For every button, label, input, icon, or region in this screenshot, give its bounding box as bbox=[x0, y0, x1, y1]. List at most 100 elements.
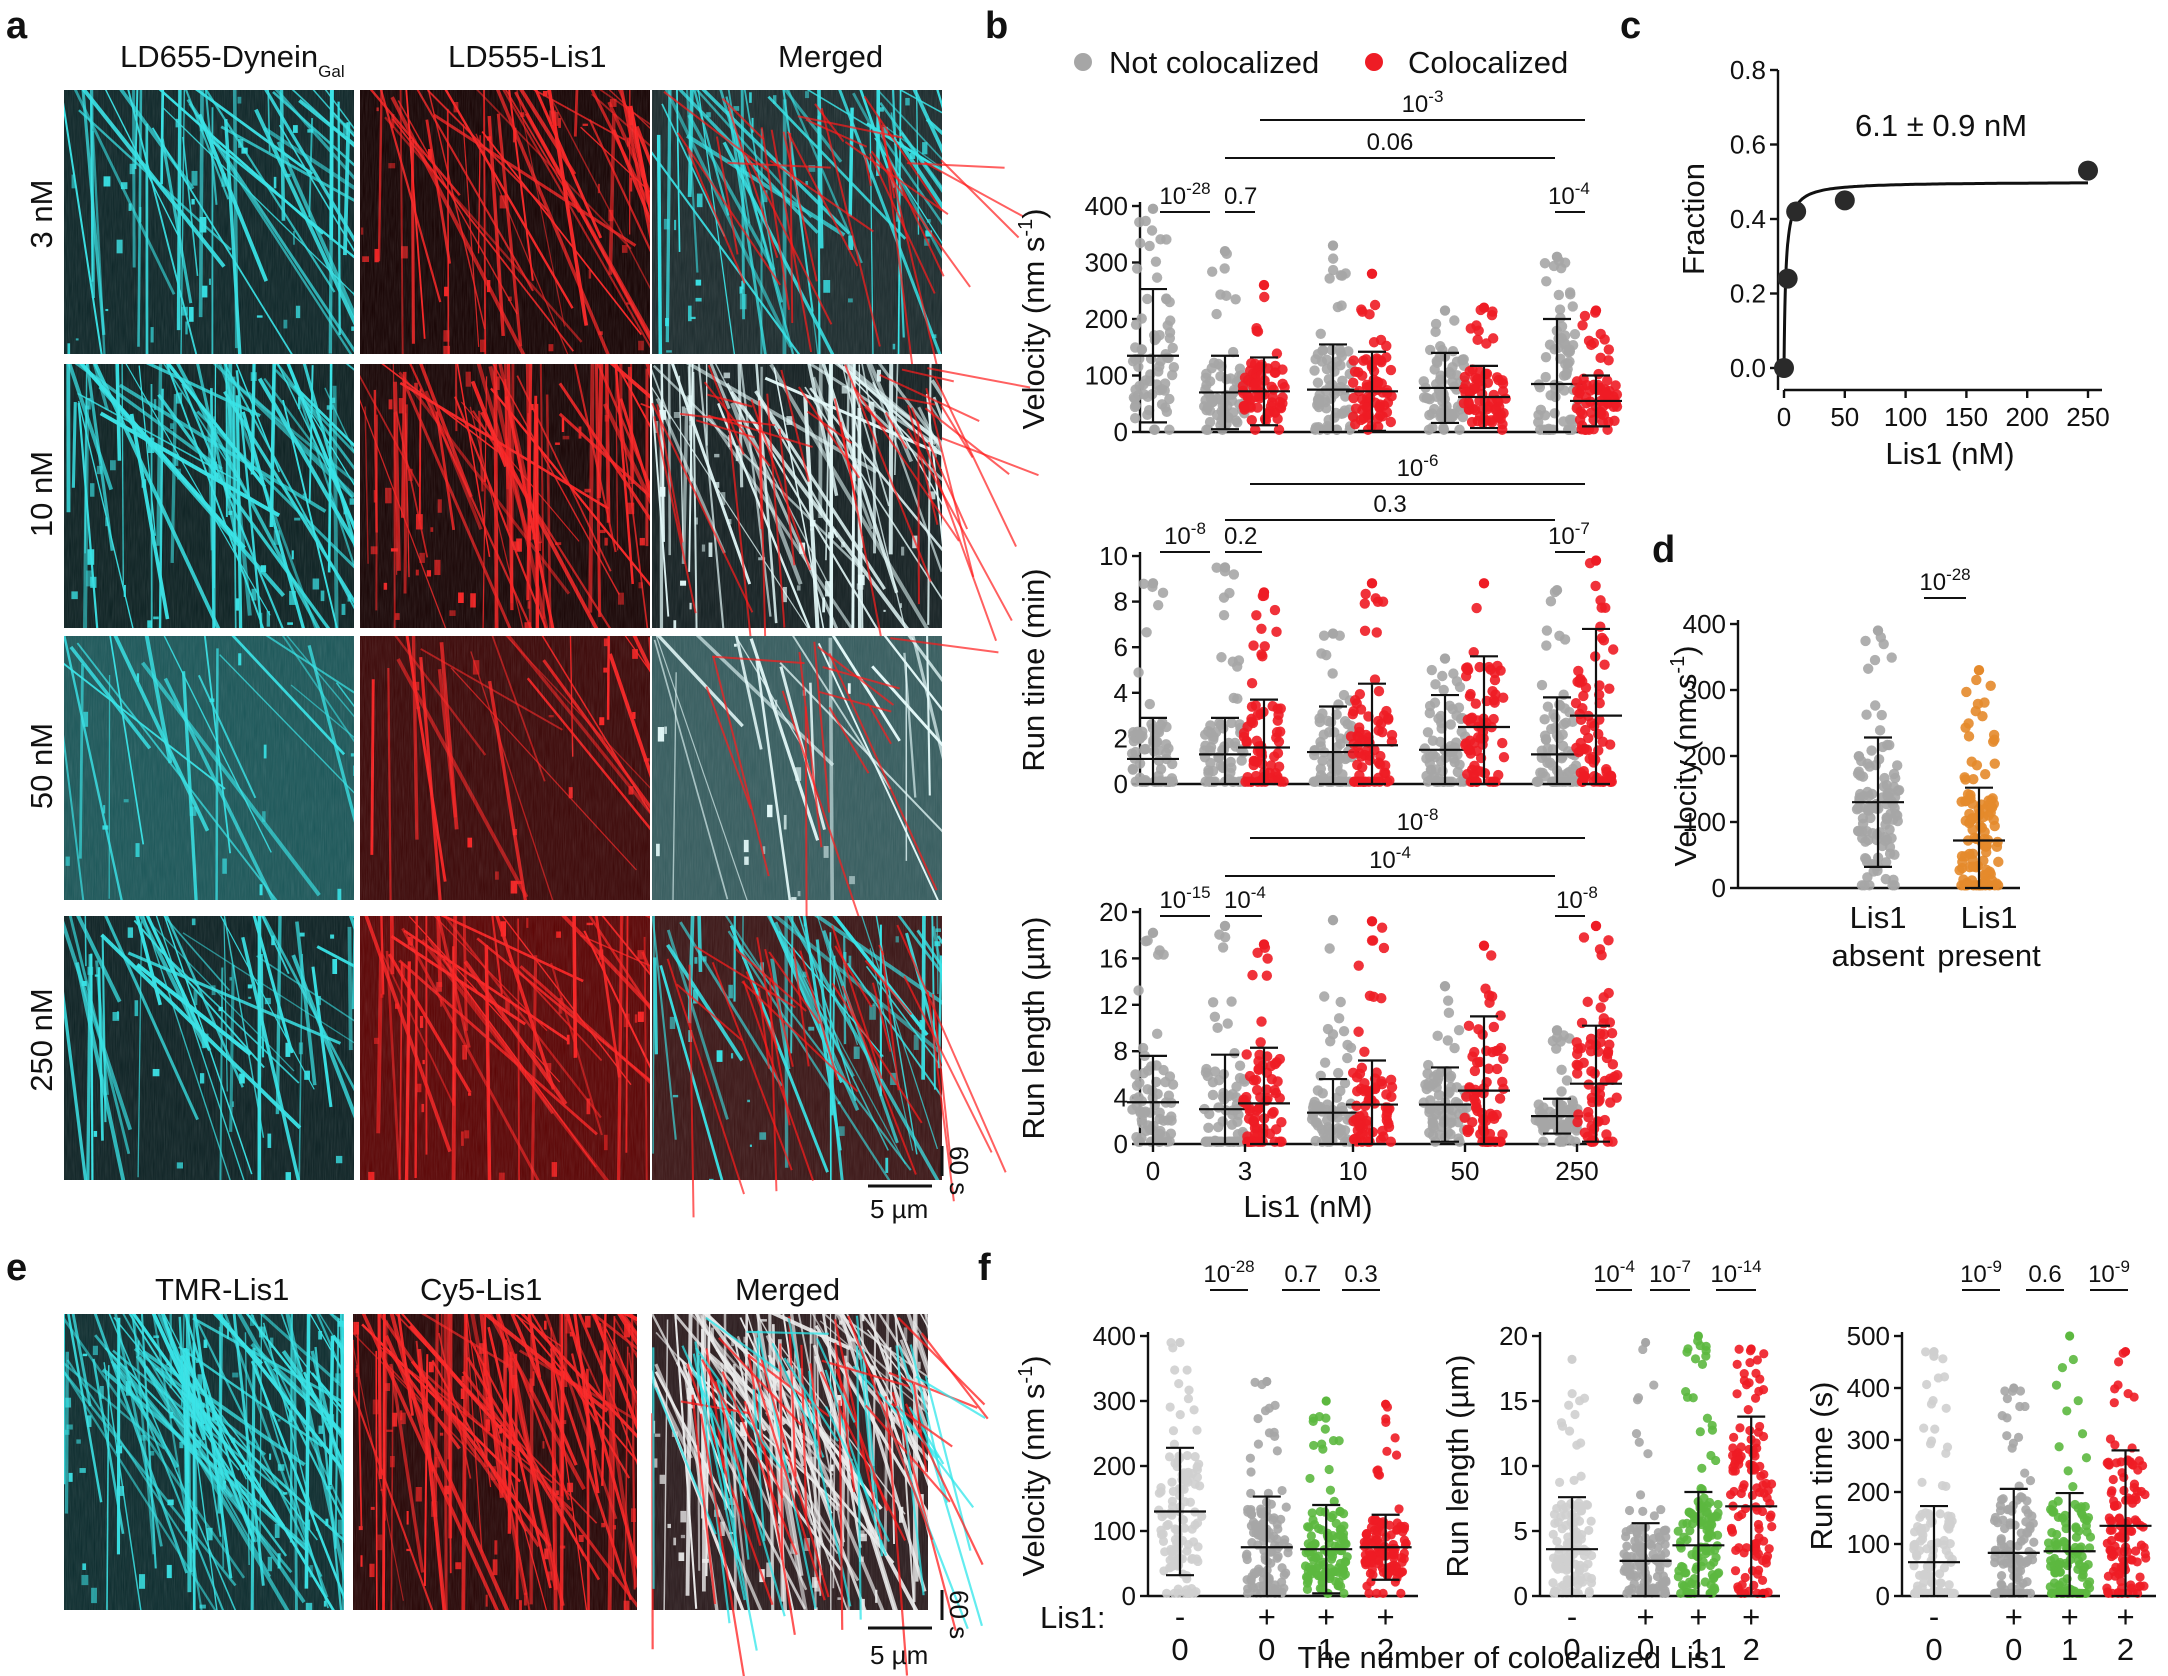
data-point bbox=[1989, 734, 2000, 745]
data-point bbox=[1538, 1102, 1549, 1113]
data-point bbox=[2105, 1525, 2115, 1536]
data-point bbox=[1463, 1020, 1475, 1032]
data-point bbox=[1137, 1042, 1149, 1054]
data-point bbox=[1385, 416, 1397, 428]
data-point bbox=[1959, 796, 1971, 807]
y-tick-label: 5 bbox=[1514, 1516, 1528, 1546]
data-point bbox=[1201, 1063, 1212, 1075]
data-point bbox=[1469, 1065, 1481, 1077]
data-point bbox=[1324, 943, 1335, 954]
data-point bbox=[1246, 1521, 1257, 1531]
data-point bbox=[1130, 342, 1141, 353]
data-point bbox=[1264, 767, 1275, 779]
kymograph-r3-c3 bbox=[652, 636, 999, 957]
data-point-max bbox=[1590, 305, 1602, 316]
data-point bbox=[1601, 1052, 1613, 1064]
data-point bbox=[1369, 674, 1381, 685]
data-point bbox=[1696, 1483, 1706, 1494]
p-value-label: 10-7 bbox=[1649, 1257, 1691, 1288]
panel-label-e: e bbox=[6, 1247, 27, 1289]
data-point bbox=[1368, 991, 1379, 1002]
data-point bbox=[1252, 947, 1263, 959]
data-point bbox=[1433, 1089, 1445, 1101]
data-point bbox=[1558, 416, 1569, 427]
data-point bbox=[1611, 401, 1623, 412]
data-point bbox=[1630, 1542, 1640, 1553]
data-point bbox=[1635, 1490, 1646, 1500]
data-point bbox=[1880, 873, 1892, 885]
data-point bbox=[1726, 1523, 1737, 1533]
data-point bbox=[1872, 865, 1883, 876]
data-point bbox=[1468, 647, 1479, 658]
data-point bbox=[1259, 641, 1270, 652]
data-point-max bbox=[1147, 203, 1159, 215]
data-point bbox=[1136, 313, 1147, 324]
data-point bbox=[1539, 714, 1550, 725]
data-point bbox=[1636, 1525, 1646, 1535]
lis1-count: 2 bbox=[2117, 1632, 2134, 1667]
data-point bbox=[1347, 377, 1359, 389]
data-point bbox=[1861, 709, 1872, 720]
data-point bbox=[1151, 1028, 1163, 1040]
y-tick-label: 10 bbox=[1499, 1451, 1528, 1481]
data-point bbox=[1280, 1535, 1290, 1545]
data-point bbox=[1373, 715, 1384, 727]
data-point bbox=[1586, 339, 1597, 351]
x-tick-label: 50 bbox=[1830, 402, 1859, 432]
data-point bbox=[1348, 355, 1359, 366]
data-point bbox=[1139, 744, 1150, 755]
data-point bbox=[1270, 1431, 1280, 1441]
x-tick-label: 10 bbox=[1339, 1156, 1368, 1186]
data-point bbox=[1386, 1091, 1397, 1102]
data-point bbox=[1892, 760, 1903, 771]
data-point bbox=[1129, 413, 1141, 424]
data-point bbox=[1577, 703, 1588, 714]
data-point bbox=[1624, 1505, 1635, 1516]
y-tick-label: 300 bbox=[1683, 675, 1726, 705]
data-point bbox=[1328, 1510, 1338, 1520]
y-tick-label: 300 bbox=[1847, 1425, 1890, 1455]
data-point bbox=[1272, 715, 1283, 726]
data-point bbox=[2025, 1588, 2036, 1598]
data-point bbox=[1224, 587, 1235, 599]
data-point bbox=[1589, 1068, 1600, 1079]
data-point bbox=[1140, 935, 1152, 947]
data-point bbox=[1226, 996, 1237, 1007]
data-point bbox=[1427, 735, 1439, 746]
y-tick-label: 200 bbox=[1085, 304, 1128, 334]
f-row-label: Lis1: bbox=[1040, 1600, 1105, 1635]
data-point bbox=[1638, 1506, 1648, 1516]
data-point bbox=[1253, 1103, 1265, 1114]
data-point bbox=[1587, 1550, 1597, 1561]
data-point bbox=[1161, 293, 1172, 305]
data-point bbox=[1735, 1423, 1745, 1433]
data-point bbox=[2122, 1547, 2133, 1557]
y-tick-label: 100 bbox=[1847, 1529, 1890, 1559]
p-value-label: 10-28 bbox=[1919, 565, 1970, 596]
data-point-max bbox=[1327, 240, 1339, 251]
data-point bbox=[1362, 1528, 1372, 1539]
data-point bbox=[1474, 661, 1485, 673]
data-point bbox=[1854, 795, 1865, 806]
data-point-max bbox=[1321, 1396, 1331, 1406]
data-point bbox=[1338, 1025, 1350, 1037]
e-col-header-tmr: TMR-Lis1 bbox=[155, 1272, 289, 1307]
data-point bbox=[1675, 1537, 1686, 1547]
data-point bbox=[1930, 1424, 1940, 1434]
data-point bbox=[1310, 776, 1321, 787]
data-point-max bbox=[1366, 578, 1378, 589]
data-point bbox=[1374, 410, 1386, 421]
data-point bbox=[1638, 1344, 1648, 1355]
data-point bbox=[1209, 776, 1221, 787]
data-point bbox=[1327, 264, 1339, 276]
data-point bbox=[1274, 1053, 1286, 1065]
data-point bbox=[1487, 686, 1498, 697]
data-point bbox=[1470, 698, 1482, 709]
data-point bbox=[1169, 1439, 1180, 1449]
data-point bbox=[2013, 1541, 2023, 1551]
data-point bbox=[1646, 1541, 1657, 1551]
data-point bbox=[1349, 695, 1361, 706]
data-point bbox=[1228, 776, 1239, 787]
data-point bbox=[1658, 1577, 1668, 1587]
